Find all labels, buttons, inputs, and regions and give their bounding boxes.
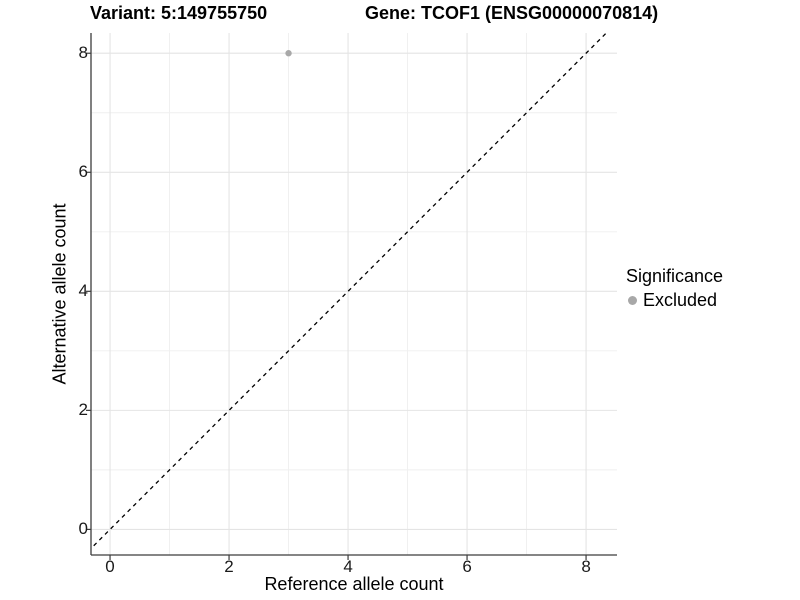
- gridlines-major: [91, 33, 617, 555]
- plot-title-variant: Variant: 5:149755750: [90, 3, 268, 23]
- y-tick-label: 2: [78, 400, 88, 420]
- x-tick-label: 6: [462, 557, 472, 576]
- legend-title: Significance: [626, 266, 724, 286]
- x-tick-label: 0: [105, 557, 115, 576]
- y-tick-label: 6: [78, 162, 88, 182]
- axis-lines: [90, 33, 617, 556]
- y-tick-label: 0: [78, 519, 88, 539]
- y-axis-title: Alternative allele count: [49, 203, 70, 385]
- scatter-point: [285, 50, 292, 57]
- plot-title-gene: Gene: TCOF1 (ENSG00000070814): [365, 3, 659, 23]
- x-tick-label: 2: [224, 557, 234, 576]
- y-tick-label: 4: [78, 281, 88, 301]
- legend-item-label: Excluded: [643, 290, 718, 310]
- x-tick-label: 8: [581, 557, 591, 576]
- data-points: [285, 50, 292, 57]
- axis-tick-marks: [86, 52, 587, 560]
- legend: Significance Excluded: [626, 266, 723, 311]
- y-tick-label: 8: [78, 43, 88, 63]
- identity-dashed-line: [91, 33, 608, 550]
- gridlines-minor: [91, 33, 617, 555]
- x-tick-label: 4: [343, 557, 353, 576]
- x-axis-title: Reference allele count: [264, 574, 444, 594]
- legend-key-dot-icon: [628, 296, 637, 305]
- legend-item-excluded: Excluded: [626, 290, 723, 311]
